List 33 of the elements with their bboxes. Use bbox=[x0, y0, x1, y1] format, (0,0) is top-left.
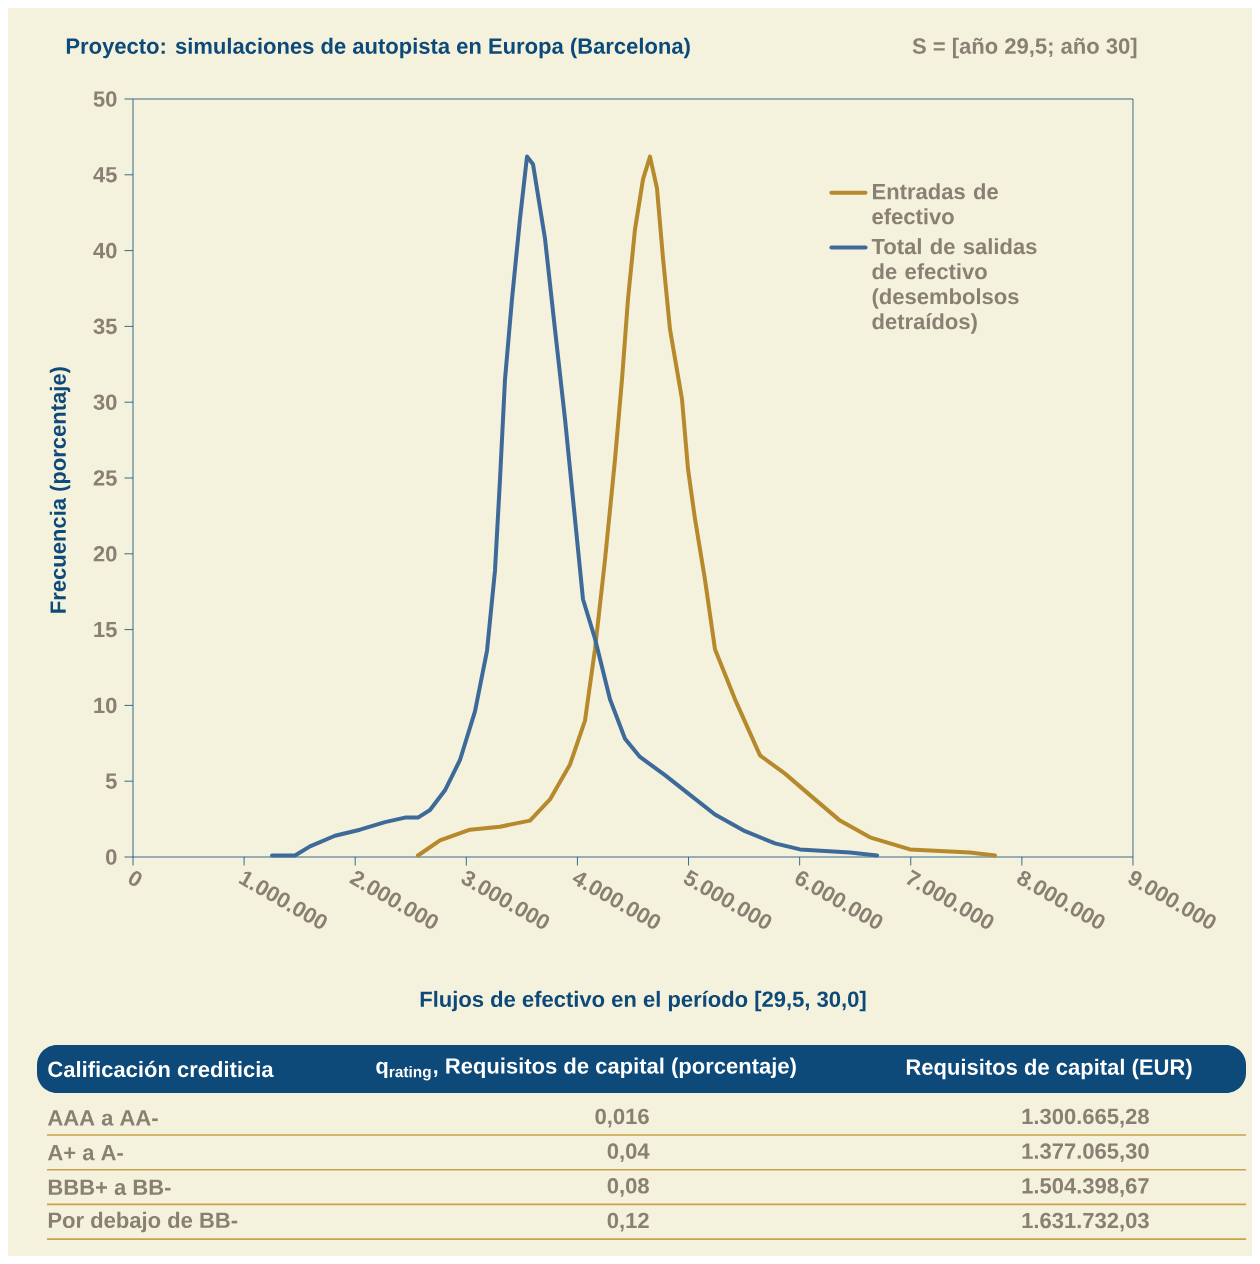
text: AAA a AA- bbox=[47, 1110, 158, 1126]
y-tick-label: 15 bbox=[94, 621, 117, 638]
y-tick-label: 30 bbox=[93, 394, 117, 410]
y-tick-label: 25 bbox=[93, 470, 117, 486]
y-tick-label: 0 bbox=[106, 849, 117, 865]
x-tick-label: 0 bbox=[128, 871, 142, 887]
y-tick-label: 5 bbox=[105, 773, 117, 789]
text: Calificación crediticia bbox=[48, 1060, 274, 1078]
legend-label: Total de salidas de efectivo (desembolsos detraídos) bbox=[871, 238, 1037, 334]
y-tick-label: 35 bbox=[93, 318, 117, 335]
text: Por debajo de BB- bbox=[48, 1211, 238, 1233]
text: 0,08 bbox=[607, 1178, 649, 1197]
x-axis-title: Flujos de efectivo en el período [29,5, 30,0] bbox=[420, 990, 866, 1012]
chart-subtitle: S = [año 29,5; año 30] bbox=[912, 37, 1137, 59]
text: 1.631.732,03 bbox=[1022, 1212, 1149, 1232]
y-tick-label: 45 bbox=[93, 167, 117, 183]
y-tick-label: 10 bbox=[94, 697, 117, 714]
text: BBB+ a BB- bbox=[48, 1179, 171, 1196]
y-tick-label: 40 bbox=[93, 242, 117, 259]
text: 1.377.065,30 bbox=[1022, 1143, 1149, 1163]
text: 1.300.665,28 bbox=[1022, 1108, 1149, 1128]
text: q$_{rating}$, Requisitos de capital (porcentaje) bbox=[376, 1057, 796, 1081]
text: 0,016 bbox=[595, 1108, 649, 1128]
legend-label: Entradas de efectivo bbox=[872, 183, 998, 225]
text: A+ a A- bbox=[47, 1145, 123, 1161]
text: 1.504.398,67 bbox=[1022, 1178, 1149, 1197]
text: 0,04 bbox=[607, 1143, 650, 1163]
text: 0,12 bbox=[607, 1212, 649, 1232]
y-tick-label: 50 bbox=[93, 91, 117, 107]
text: Requisitos de capital (EUR) bbox=[906, 1058, 1192, 1080]
y-axis-title: Frecuencia (porcentaje) bbox=[49, 367, 71, 613]
chart-title: Proyecto: simulaciones de autopista en Europa (Barcelona) bbox=[66, 37, 690, 59]
y-tick-label: 20 bbox=[93, 546, 117, 562]
